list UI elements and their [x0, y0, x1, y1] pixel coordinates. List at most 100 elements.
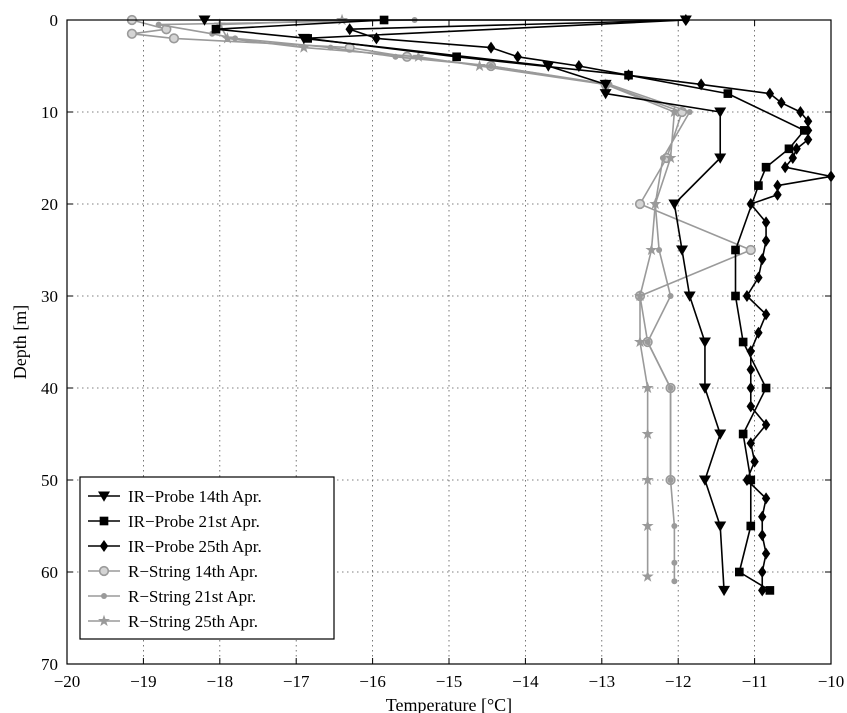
legend-label: R−String 21st Apr.	[128, 587, 256, 606]
data-point	[99, 540, 109, 552]
data-point	[750, 455, 759, 468]
data-point	[664, 151, 677, 164]
data-point	[345, 23, 354, 36]
x-axis-label: Temperature [°C]	[386, 695, 512, 713]
data-point	[765, 87, 775, 100]
data-point	[746, 521, 756, 531]
y-axis-label: Depth [m]	[10, 305, 30, 379]
data-point	[412, 50, 425, 62]
data-point	[634, 335, 646, 348]
data-point	[599, 89, 612, 100]
data-point	[758, 529, 767, 542]
legend-label: IR−Probe 21st Apr.	[128, 512, 260, 531]
legend-item: R−String 25th Apr.	[88, 612, 258, 631]
x-tick-label: −20	[54, 672, 81, 691]
data-point	[746, 437, 755, 450]
data-point	[634, 198, 646, 210]
data-point	[667, 385, 674, 391]
data-point	[98, 565, 110, 577]
data-point	[714, 429, 727, 440]
y-tick-label: 20	[41, 195, 58, 214]
data-point	[758, 584, 767, 597]
data-point	[742, 474, 752, 486]
y-tick-label: 40	[41, 379, 58, 398]
x-tick-label: −13	[589, 672, 616, 691]
data-point	[303, 34, 312, 43]
data-point	[803, 115, 813, 128]
y-tick-label: 60	[41, 563, 58, 582]
x-tick-label: −12	[665, 672, 692, 691]
data-point	[168, 33, 180, 44]
data-point	[667, 293, 674, 299]
data-point	[780, 161, 790, 174]
data-point	[473, 59, 486, 72]
y-tick-label: 70	[41, 655, 58, 674]
series-line	[131, 19, 752, 480]
legend-item: R−String 14th Apr.	[88, 562, 258, 581]
data-point	[761, 383, 771, 393]
data-point	[792, 142, 801, 155]
data-point	[99, 516, 109, 526]
data-point	[803, 133, 813, 146]
data-point	[668, 105, 681, 118]
data-point	[372, 32, 381, 45]
data-point	[599, 79, 612, 91]
data-point	[784, 144, 794, 154]
legend-item: R−String 21st Apr.	[88, 587, 256, 606]
data-point	[676, 245, 689, 256]
y-tick-label: 10	[41, 103, 58, 122]
data-point	[686, 109, 693, 115]
data-point	[683, 291, 696, 302]
x-tick-label: −14	[512, 672, 539, 691]
data-point	[754, 271, 763, 284]
data-point	[696, 78, 706, 91]
data-point	[486, 41, 496, 54]
legend-label: R−String 25th Apr.	[128, 612, 258, 631]
data-point	[656, 247, 663, 253]
data-point	[723, 89, 733, 98]
data-point	[101, 593, 107, 599]
x-tick-label: −18	[207, 672, 234, 691]
data-point	[746, 345, 755, 358]
data-point	[746, 363, 755, 376]
data-point	[641, 519, 654, 532]
data-point	[698, 475, 711, 486]
data-point	[297, 41, 310, 53]
y-tick-label: 50	[41, 471, 58, 490]
x-tick-label: −16	[359, 672, 386, 691]
x-tick-label: −11	[742, 672, 768, 691]
legend-label: R−String 14th Apr.	[128, 562, 258, 581]
data-point	[452, 52, 461, 62]
data-point	[735, 567, 744, 577]
data-point	[761, 234, 771, 247]
data-point	[641, 381, 654, 394]
data-point	[98, 491, 110, 502]
data-point	[624, 69, 633, 82]
data-point	[746, 198, 755, 210]
data-point	[698, 383, 711, 394]
data-point	[761, 492, 771, 505]
y-tick-label: 0	[50, 11, 59, 30]
data-point	[641, 473, 654, 486]
data-point	[641, 427, 654, 440]
data-point	[671, 559, 678, 566]
x-tick-label: −19	[130, 672, 157, 691]
legend-item: IR−Probe 14th Apr.	[88, 487, 262, 506]
series-group	[345, 14, 836, 597]
data-point	[668, 199, 681, 210]
series-line	[219, 19, 676, 577]
data-point	[788, 152, 797, 164]
data-point	[796, 106, 805, 118]
legend: IR−Probe 14th Apr. IR−Probe 21st Apr. IR−P…	[79, 476, 335, 640]
series-group	[213, 13, 681, 582]
data-point	[221, 32, 234, 44]
data-point	[714, 153, 727, 164]
x-tick-label: −10	[818, 672, 845, 691]
data-point	[731, 245, 740, 255]
data-point	[644, 339, 651, 345]
data-point	[746, 382, 755, 394]
data-point	[803, 124, 813, 137]
legend-box	[79, 476, 335, 640]
data-point	[745, 244, 756, 256]
data-point	[758, 510, 767, 523]
